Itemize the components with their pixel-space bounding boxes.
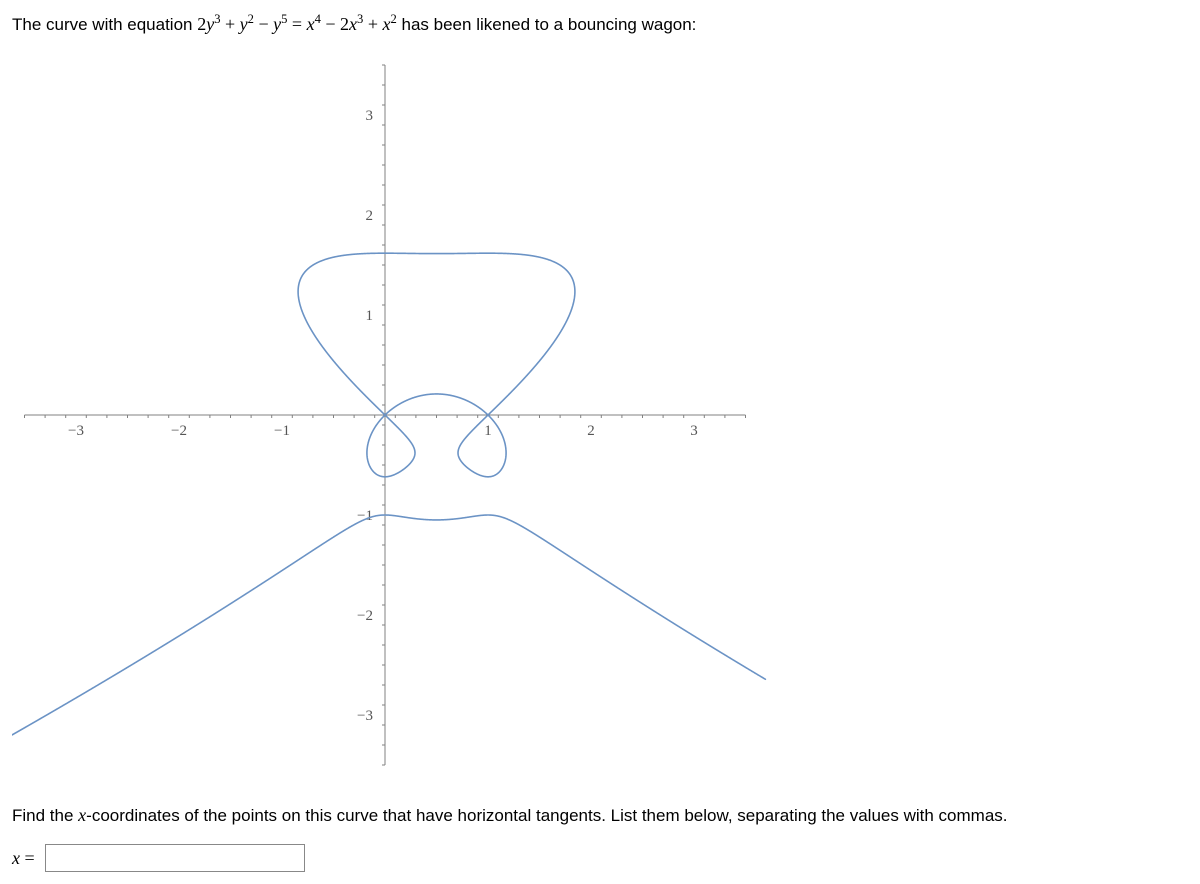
answer-input[interactable] — [45, 844, 305, 872]
svg-text:2: 2 — [366, 208, 374, 224]
svg-text:−1: −1 — [274, 423, 290, 439]
svg-text:2: 2 — [587, 423, 595, 439]
answer-label: x = — [12, 848, 35, 869]
statement-suffix: has been likened to a bouncing wagon: — [402, 15, 697, 34]
bouncing-wagon-chart: −3−2−1123−3−2−1123 — [12, 45, 1188, 785]
answer-row: x = — [12, 844, 1188, 872]
svg-text:−2: −2 — [171, 423, 187, 439]
equation: 2y3 + y2 − y5 = x4 − 2x3 + x2 — [197, 14, 397, 34]
question-var: x — [78, 805, 86, 825]
svg-text:1: 1 — [484, 423, 492, 439]
problem-statement: The curve with equation 2y3 + y2 − y5 = … — [12, 12, 1188, 35]
svg-text:3: 3 — [690, 423, 698, 439]
svg-text:1: 1 — [366, 308, 374, 324]
svg-text:−3: −3 — [68, 423, 84, 439]
svg-text:−2: −2 — [357, 608, 373, 624]
svg-text:−3: −3 — [357, 708, 373, 724]
curve-plot: −3−2−1123−3−2−1123 — [12, 45, 772, 785]
statement-prefix: The curve with equation — [12, 15, 197, 34]
question-text: Find the x-coordinates of the points on … — [12, 805, 1188, 826]
question-prefix: Find the — [12, 806, 78, 825]
question-suffix: -coordinates of the points on this curve… — [86, 806, 1007, 825]
svg-text:3: 3 — [366, 108, 374, 124]
